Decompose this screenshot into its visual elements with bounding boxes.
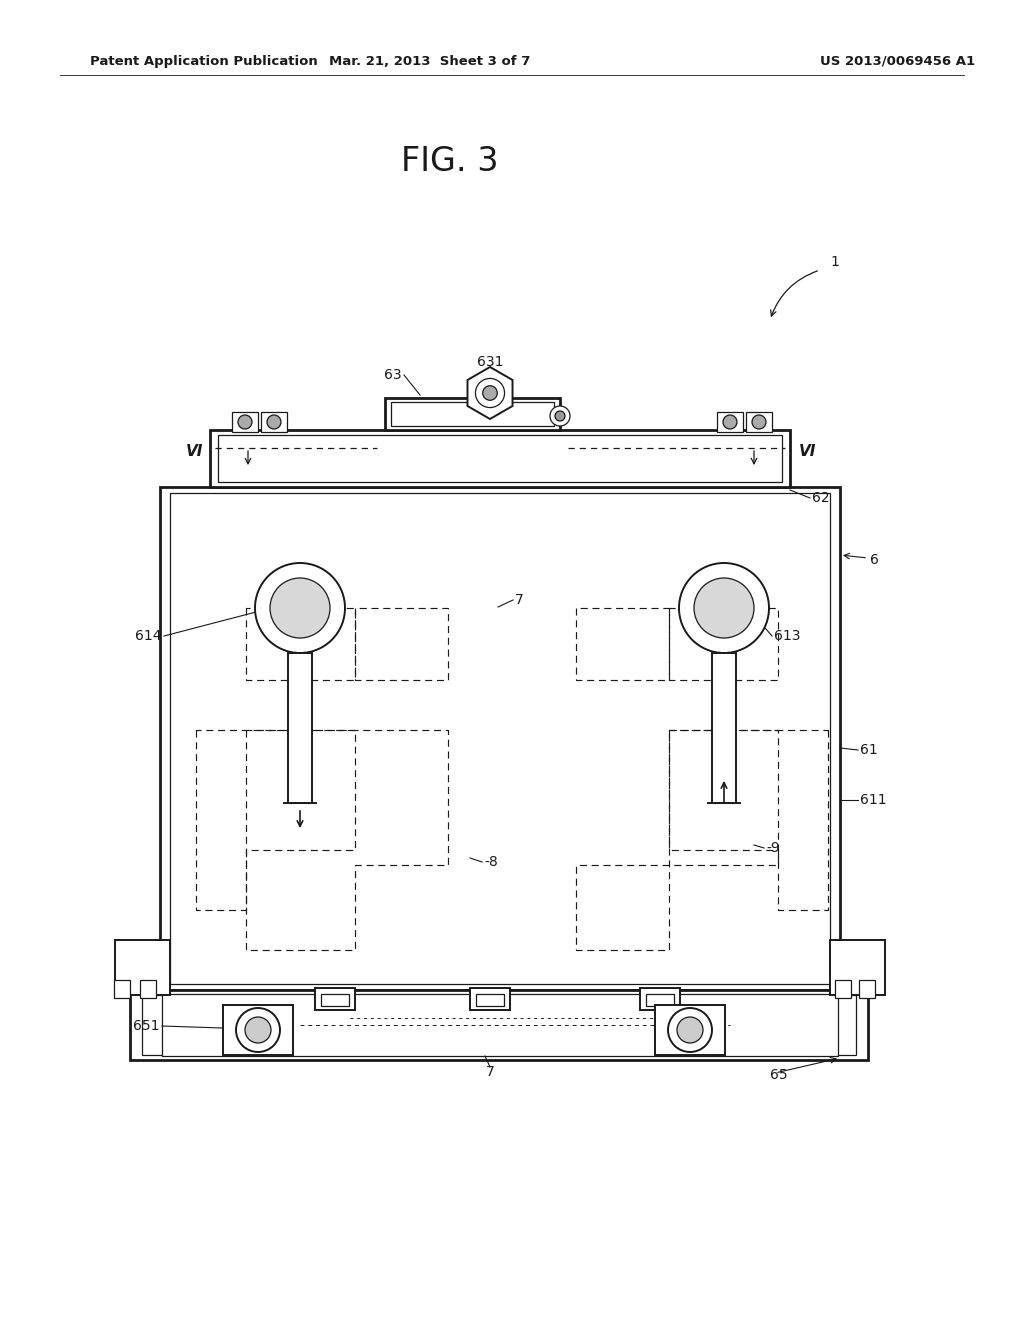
- Bar: [717, 412, 743, 432]
- Circle shape: [677, 1016, 703, 1043]
- Circle shape: [255, 564, 345, 653]
- Bar: [170, 492, 830, 983]
- Bar: [130, 990, 868, 1060]
- Circle shape: [245, 1016, 271, 1043]
- Text: VI: VI: [186, 445, 204, 459]
- Text: Mar. 21, 2013  Sheet 3 of 7: Mar. 21, 2013 Sheet 3 of 7: [330, 55, 530, 69]
- Text: 613: 613: [774, 630, 801, 643]
- Circle shape: [694, 578, 754, 638]
- Circle shape: [267, 414, 281, 429]
- Circle shape: [550, 407, 570, 426]
- Bar: [385, 399, 560, 430]
- Circle shape: [270, 578, 330, 638]
- Bar: [830, 940, 885, 995]
- Text: 651: 651: [133, 1019, 160, 1034]
- Bar: [142, 995, 856, 1055]
- Bar: [162, 994, 838, 1056]
- Bar: [218, 436, 782, 482]
- Bar: [315, 987, 355, 1010]
- Text: -8: -8: [484, 855, 498, 869]
- Text: -9: -9: [766, 841, 779, 855]
- Text: 614: 614: [135, 630, 162, 643]
- Text: 6: 6: [870, 553, 879, 568]
- Bar: [640, 987, 680, 1010]
- Bar: [160, 487, 840, 990]
- Bar: [223, 1005, 293, 1055]
- Bar: [210, 430, 790, 487]
- Text: Patent Application Publication: Patent Application Publication: [90, 55, 317, 69]
- Bar: [712, 653, 736, 803]
- Polygon shape: [468, 367, 513, 418]
- Bar: [835, 979, 851, 998]
- Circle shape: [475, 379, 505, 408]
- Circle shape: [236, 1008, 280, 1052]
- Text: 7: 7: [515, 593, 523, 607]
- Text: VI: VI: [800, 445, 817, 459]
- Text: 631: 631: [477, 355, 503, 370]
- Circle shape: [752, 414, 766, 429]
- Text: 65: 65: [770, 1068, 787, 1082]
- Bar: [391, 403, 554, 426]
- Bar: [476, 994, 504, 1006]
- Bar: [859, 979, 874, 998]
- Circle shape: [482, 385, 498, 400]
- Bar: [261, 412, 287, 432]
- Bar: [470, 987, 510, 1010]
- Text: 611: 611: [860, 793, 887, 807]
- Bar: [655, 1005, 725, 1055]
- Text: US 2013/0069456 A1: US 2013/0069456 A1: [820, 55, 975, 69]
- Circle shape: [679, 564, 769, 653]
- Bar: [140, 979, 156, 998]
- Bar: [115, 940, 170, 995]
- Circle shape: [555, 411, 565, 421]
- Circle shape: [723, 414, 737, 429]
- Circle shape: [238, 414, 252, 429]
- Circle shape: [668, 1008, 712, 1052]
- Bar: [288, 653, 312, 803]
- Bar: [646, 994, 674, 1006]
- Bar: [114, 979, 130, 998]
- Text: 63: 63: [384, 368, 402, 381]
- Bar: [746, 412, 772, 432]
- Text: 7: 7: [485, 1065, 495, 1078]
- Text: FIG. 3: FIG. 3: [401, 145, 499, 178]
- Bar: [321, 994, 349, 1006]
- Bar: [232, 412, 258, 432]
- Text: 61: 61: [860, 743, 878, 756]
- Text: 1: 1: [830, 255, 839, 269]
- Text: 62: 62: [812, 491, 829, 506]
